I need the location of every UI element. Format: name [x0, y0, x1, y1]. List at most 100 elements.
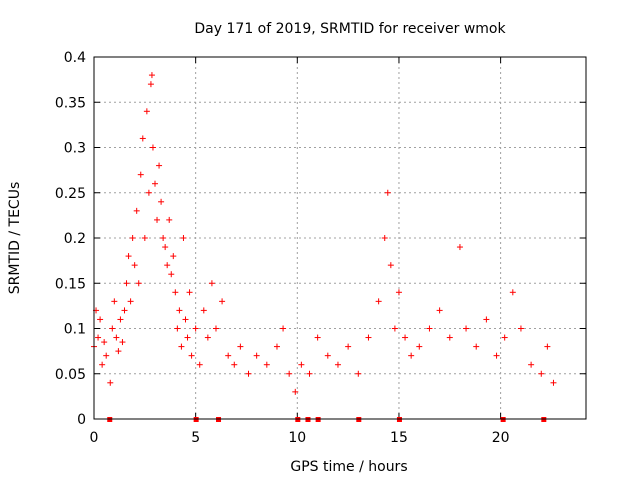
data-point: [384, 189, 391, 196]
data-point: [473, 343, 480, 350]
data-point: [109, 325, 116, 332]
data-point: [151, 180, 158, 187]
data-point: [225, 352, 232, 359]
data-point: [245, 370, 252, 377]
data-point: [160, 235, 167, 241]
data-point: [314, 334, 321, 341]
y-tick-label: 0.05: [55, 367, 86, 383]
data-point: [125, 253, 132, 260]
x-axis-label: GPS time / hours: [290, 459, 407, 475]
y-tick-label: 0.25: [55, 186, 86, 202]
data-point: [184, 334, 191, 341]
data-point: [148, 72, 155, 79]
y-tick-label: 0.3: [64, 141, 86, 157]
data-points: [91, 72, 557, 422]
data-point: [446, 334, 453, 341]
data-point: [174, 325, 181, 332]
data-point: [387, 262, 394, 269]
data-point: [416, 343, 423, 350]
data-point: [402, 334, 409, 341]
data-point: [182, 316, 189, 323]
data-point: [212, 325, 219, 332]
data-point: [204, 334, 211, 341]
data-point: [463, 325, 470, 332]
data-point: [135, 280, 142, 287]
data-point: [113, 334, 120, 341]
x-tick-label: 5: [191, 430, 200, 446]
data-point: [127, 298, 134, 305]
data-point: [99, 361, 106, 368]
data-point: [408, 352, 415, 359]
data-point: [129, 235, 136, 241]
x-tick-label: 10: [288, 430, 306, 446]
data-point: [298, 361, 305, 368]
x-tick-label: 0: [90, 430, 99, 446]
y-tick-label: 0.2: [64, 231, 86, 247]
data-point: [355, 370, 362, 377]
plot-frame: [93, 56, 587, 420]
data-point: [147, 81, 154, 88]
data-point: [528, 361, 535, 368]
data-point: [196, 361, 203, 368]
data-point: [133, 207, 140, 214]
data-point: [188, 352, 195, 359]
data-point: [117, 316, 124, 323]
data-point: [149, 144, 156, 151]
data-point: [186, 289, 193, 296]
data-point: [483, 316, 490, 323]
data-point: [123, 280, 130, 287]
data-point: [375, 298, 382, 305]
data-point: [544, 343, 551, 350]
data-point: [334, 361, 341, 368]
data-point: [180, 235, 187, 241]
data-point: [263, 361, 270, 368]
data-point: [172, 289, 179, 296]
data-point: [170, 253, 177, 260]
data-point: [345, 343, 352, 350]
data-point: [103, 352, 110, 359]
data-point: [178, 343, 185, 350]
data-point: [164, 262, 171, 269]
y-axis-label: SRMTID / TECUs: [7, 182, 23, 295]
data-point: [162, 244, 169, 251]
data-point: [493, 352, 500, 359]
data-point: [97, 316, 104, 323]
data-point: [107, 379, 114, 386]
y-tick-label: 0.35: [55, 95, 86, 111]
data-point: [237, 343, 244, 350]
data-point: [141, 235, 148, 241]
y-tick-label: 0.4: [64, 50, 86, 66]
data-point: [101, 339, 108, 346]
data-point: [137, 171, 144, 178]
data-point: [501, 334, 508, 341]
data-point: [324, 352, 331, 359]
data-point: [168, 271, 175, 278]
data-point: [426, 325, 433, 332]
data-point: [131, 262, 138, 269]
data-point: [139, 135, 146, 142]
data-point: [509, 289, 516, 296]
data-point: [391, 325, 398, 332]
data-point: [166, 216, 173, 223]
data-point: [395, 289, 402, 296]
data-point: [231, 361, 238, 368]
data-point: [550, 379, 557, 386]
data-point: [365, 334, 372, 341]
data-point: [111, 298, 118, 305]
data-point: [306, 370, 313, 377]
data-point: [156, 162, 163, 169]
data-point: [95, 334, 102, 341]
y-tick-label: 0: [77, 412, 86, 428]
data-point: [192, 325, 199, 332]
data-point: [292, 388, 299, 395]
y-tick-label: 0.1: [64, 322, 86, 338]
data-point: [436, 307, 443, 314]
y-tick-label: 0.15: [55, 276, 86, 292]
x-tick-label: 20: [492, 430, 510, 446]
data-point: [253, 352, 260, 359]
data-point: [145, 189, 152, 196]
x-tick-label: 15: [390, 430, 408, 446]
data-point: [200, 307, 207, 314]
data-point: [158, 198, 165, 205]
